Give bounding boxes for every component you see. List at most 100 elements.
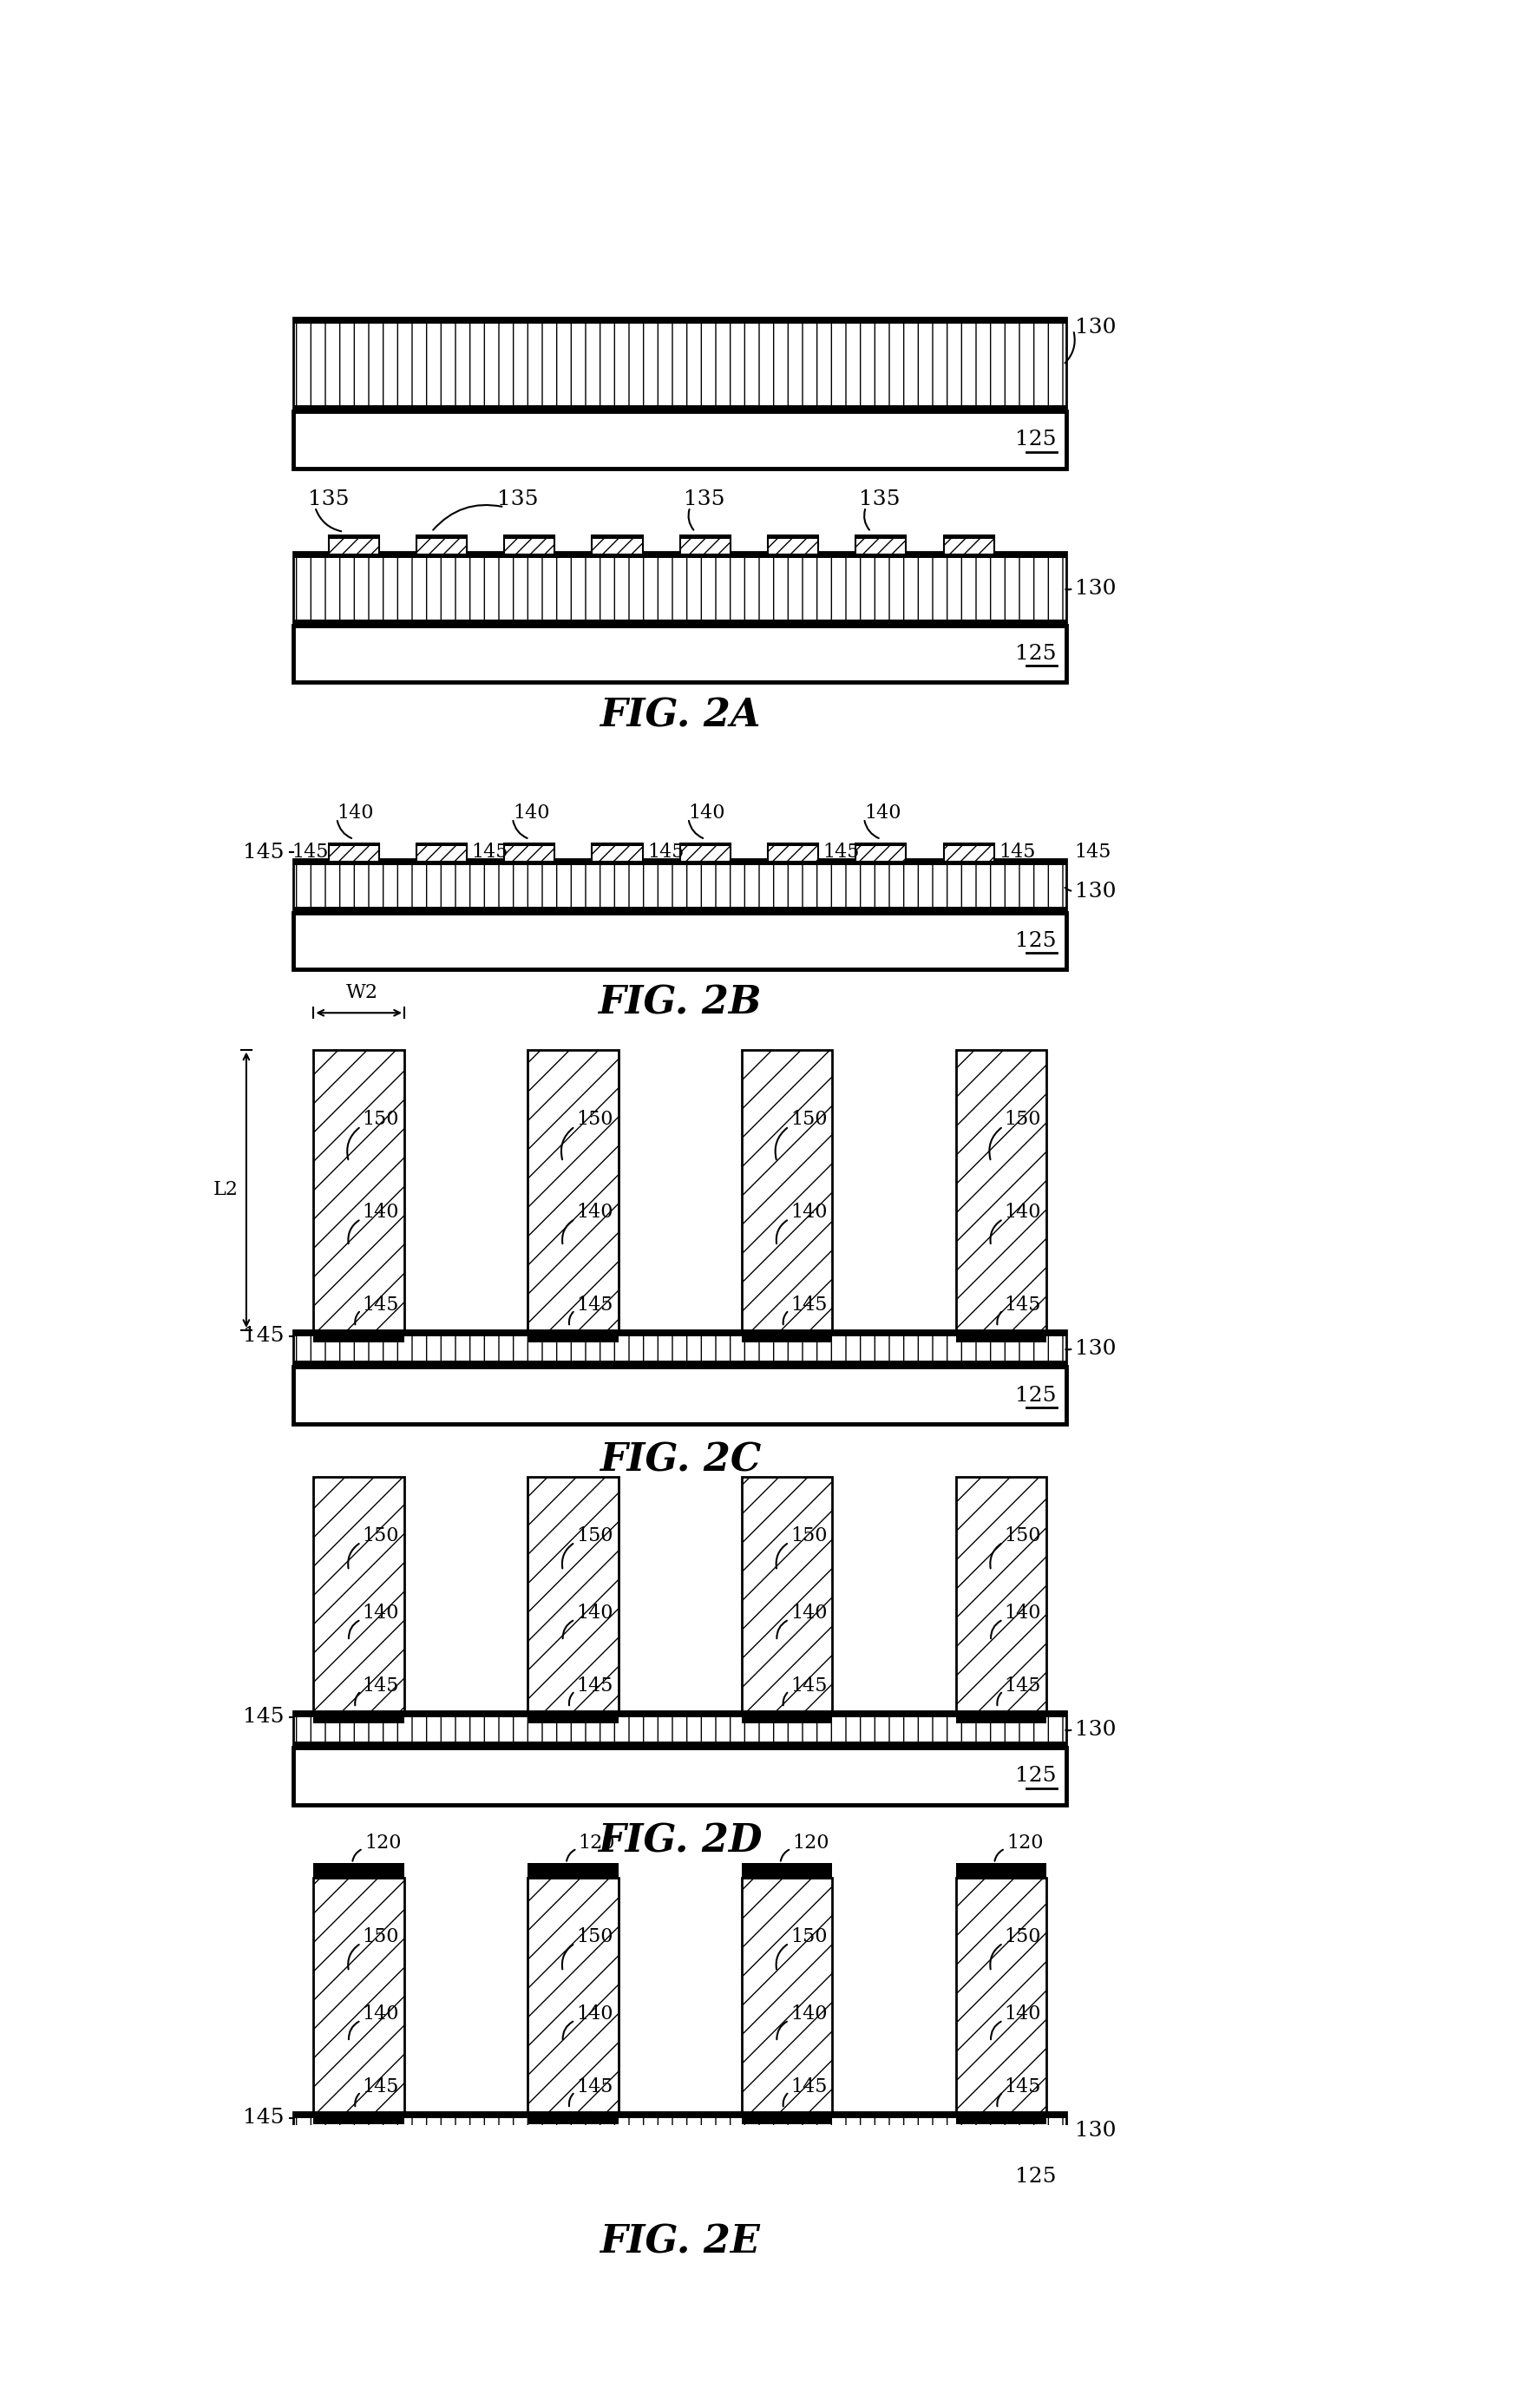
Bar — [956, 1330, 1047, 1342]
Bar — [504, 843, 554, 845]
Text: 120: 120 — [793, 1834, 829, 1853]
Text: 125: 125 — [1015, 2168, 1056, 2187]
Bar — [416, 535, 467, 554]
Bar — [293, 318, 1067, 325]
Text: 145: 145 — [1004, 2078, 1041, 2097]
Text: 150: 150 — [576, 1526, 613, 1545]
Bar — [742, 1051, 833, 1330]
Text: L2: L2 — [214, 1180, 239, 1199]
Text: 150: 150 — [1004, 1526, 1041, 1545]
Bar — [293, 912, 1067, 970]
Text: 140: 140 — [1004, 2004, 1041, 2023]
Text: 145: 145 — [362, 1294, 399, 1313]
Bar — [314, 1051, 405, 1330]
Bar — [742, 1330, 833, 1342]
Bar — [956, 1478, 1047, 1712]
Bar — [528, 1863, 619, 1877]
Bar — [293, 907, 1067, 912]
Bar — [293, 1361, 1067, 1366]
Bar — [956, 1863, 1047, 1877]
Text: 125: 125 — [1015, 931, 1056, 950]
Bar — [293, 860, 1067, 864]
Text: 145: 145 — [790, 2078, 827, 2097]
Text: 150: 150 — [362, 1526, 399, 1545]
Text: 145: 145 — [647, 843, 684, 862]
Text: 130: 130 — [1075, 578, 1116, 599]
Bar — [314, 1863, 405, 1877]
Bar — [328, 843, 379, 862]
Text: 130: 130 — [1075, 318, 1116, 339]
Bar — [504, 535, 554, 554]
Text: 135: 135 — [308, 490, 350, 509]
Text: 140: 140 — [576, 1602, 613, 1621]
Text: 120: 120 — [1007, 1834, 1043, 1853]
Text: 145: 145 — [790, 1676, 827, 1695]
Text: FIG. 2A: FIG. 2A — [599, 697, 761, 733]
Bar — [314, 1478, 405, 1712]
Bar — [528, 1051, 619, 1330]
Text: 125: 125 — [1015, 1385, 1056, 1407]
Text: 150: 150 — [1004, 1927, 1041, 1946]
Bar — [416, 535, 467, 540]
Bar — [944, 535, 993, 540]
Text: 140: 140 — [576, 2004, 613, 2023]
Text: W2: W2 — [346, 984, 379, 1003]
Text: 145: 145 — [243, 843, 285, 862]
Text: 125: 125 — [1015, 645, 1056, 664]
Bar — [944, 843, 993, 845]
Bar — [293, 1748, 1067, 1805]
Bar — [528, 1877, 619, 2111]
Bar — [742, 1478, 833, 1712]
Bar — [314, 1712, 405, 1724]
Bar — [293, 626, 1067, 683]
Text: 140: 140 — [362, 1602, 399, 1621]
Bar — [328, 843, 379, 845]
Text: FIG. 2B: FIG. 2B — [598, 984, 762, 1022]
Text: 135: 135 — [497, 490, 539, 509]
Text: 145: 145 — [243, 1325, 285, 1347]
Bar — [293, 1330, 1067, 1337]
Text: 145: 145 — [1004, 1676, 1041, 1695]
Bar — [681, 843, 730, 862]
Text: 150: 150 — [576, 1927, 613, 1946]
Bar — [314, 2111, 405, 2123]
Bar — [293, 406, 1067, 411]
Bar — [314, 1330, 405, 1342]
Bar — [856, 535, 906, 540]
Bar — [681, 535, 730, 540]
Text: 125: 125 — [1015, 1767, 1056, 1786]
Bar — [681, 535, 730, 554]
Bar — [293, 1712, 1067, 1717]
Bar — [956, 1051, 1047, 1330]
Bar — [591, 535, 642, 540]
Text: 150: 150 — [790, 1110, 827, 1130]
Text: 130: 130 — [1075, 1719, 1116, 1738]
Text: 145: 145 — [243, 2109, 285, 2128]
Text: 130: 130 — [1075, 1340, 1116, 1359]
Bar — [314, 1877, 405, 2111]
Text: 150: 150 — [790, 1927, 827, 1946]
Text: 145: 145 — [1004, 1294, 1041, 1313]
Bar — [768, 843, 818, 845]
Text: 140: 140 — [1004, 1602, 1041, 1621]
Bar — [591, 535, 642, 554]
Text: FIG. 2E: FIG. 2E — [601, 2223, 761, 2261]
Text: 145: 145 — [576, 1294, 613, 1313]
Bar — [856, 535, 906, 554]
Text: 140: 140 — [362, 1204, 399, 1223]
Text: 150: 150 — [1004, 1110, 1041, 1130]
Text: 140: 140 — [790, 2004, 827, 2023]
Bar — [742, 2111, 833, 2123]
Text: 140: 140 — [688, 802, 725, 821]
Text: 145: 145 — [822, 843, 859, 862]
Text: 140: 140 — [337, 802, 374, 821]
Text: 140: 140 — [513, 802, 550, 821]
Bar — [293, 2111, 1067, 2149]
Text: 145: 145 — [471, 843, 508, 862]
Bar — [956, 2111, 1047, 2123]
Text: 140: 140 — [1004, 1204, 1041, 1223]
Text: 145: 145 — [576, 1676, 613, 1695]
Text: 140: 140 — [864, 802, 901, 821]
Text: 145: 145 — [362, 1676, 399, 1695]
Bar — [856, 843, 906, 862]
